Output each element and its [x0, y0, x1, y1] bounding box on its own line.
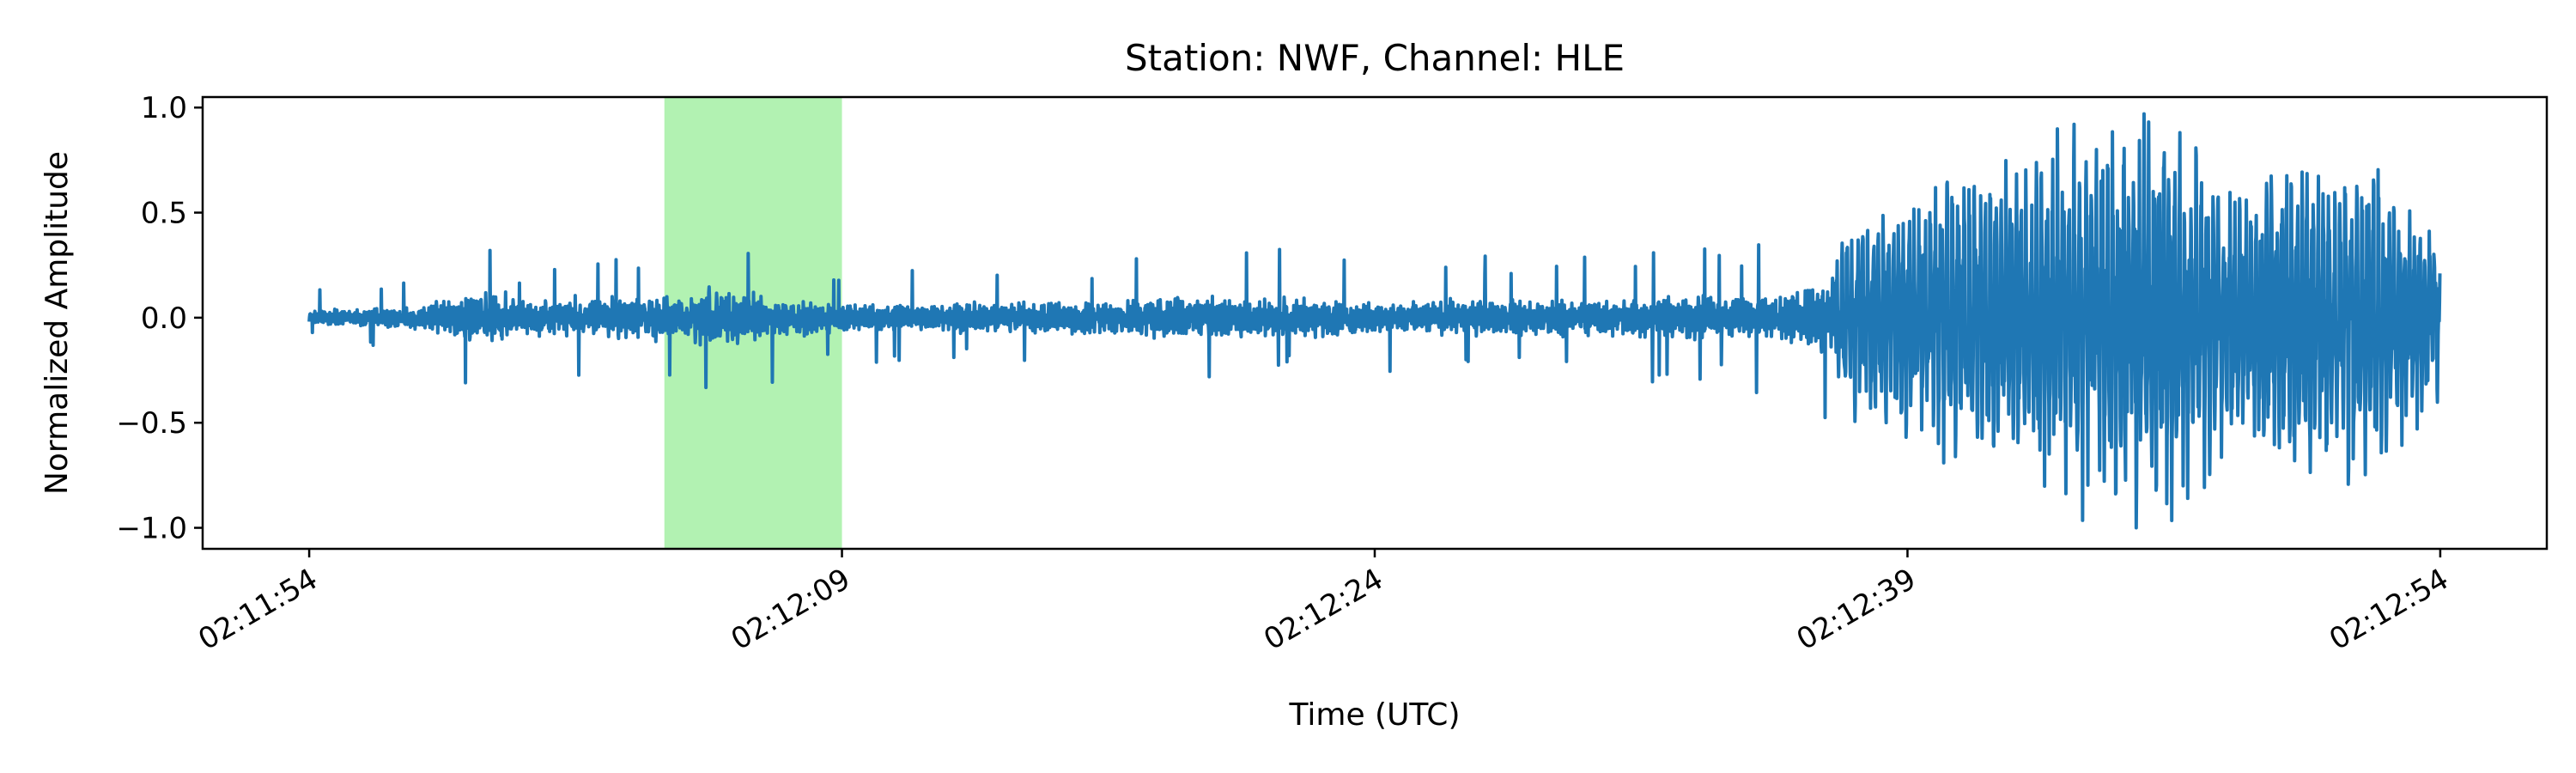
y-tick-label: −1.0 [116, 512, 187, 546]
series-line [307, 112, 2442, 530]
y-axis: 1.0 0.5 0.0 −0.5 −1.0 [116, 91, 203, 546]
chart-title: Station: NWF, Channel: HLE [1125, 37, 1625, 79]
y-tick-label: 0.0 [141, 301, 187, 336]
y-tick-label: 0.5 [141, 197, 187, 231]
y-tick-label: 1.0 [141, 91, 187, 125]
y-axis-title: Normalized Amplitude [39, 151, 75, 495]
x-axis-title: Time (UTC) [1288, 697, 1460, 733]
y-tick-label: −0.5 [116, 406, 187, 441]
